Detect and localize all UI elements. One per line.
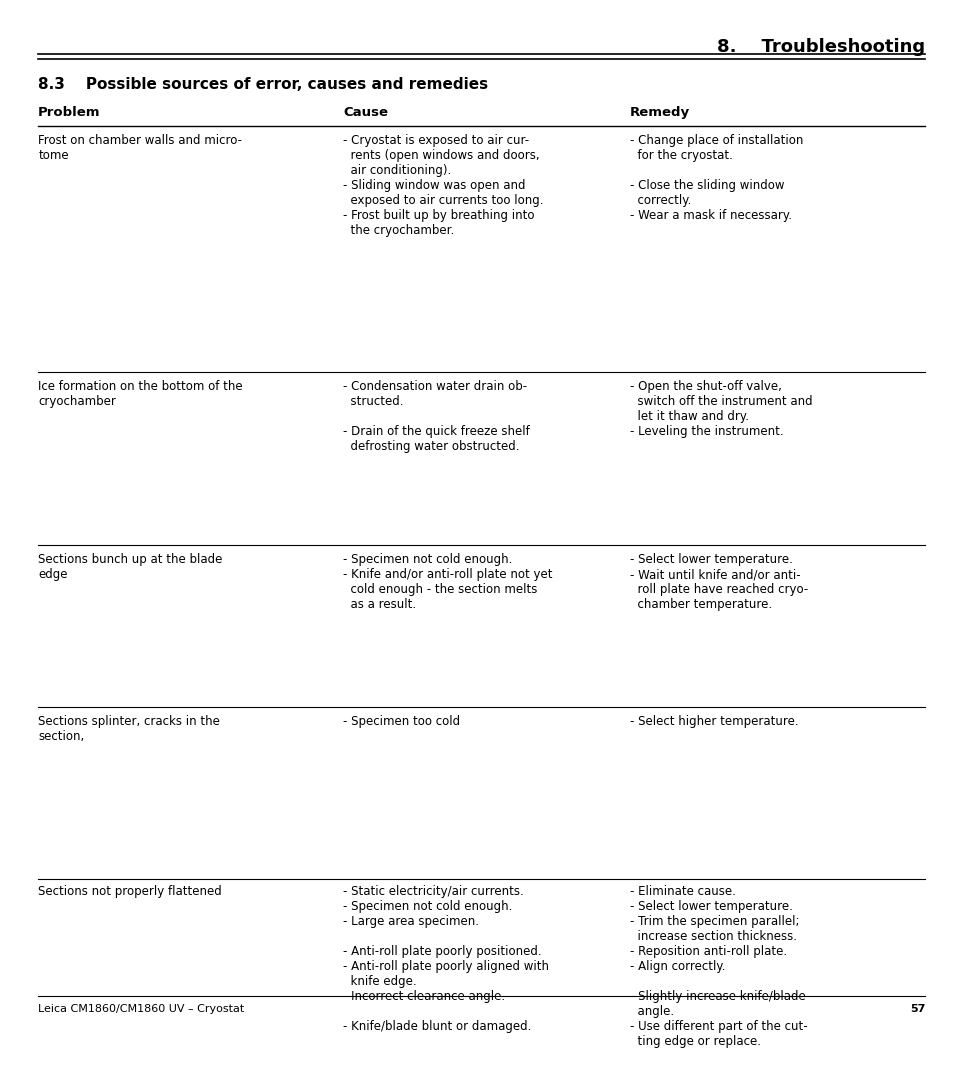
Text: Sections bunch up at the blade
edge: Sections bunch up at the blade edge <box>38 553 222 581</box>
Text: Frost on chamber walls and micro-
tome: Frost on chamber walls and micro- tome <box>38 134 242 162</box>
Text: - Specimen too cold: - Specimen too cold <box>343 715 460 728</box>
Text: - Condensation water drain ob-
  structed.

- Drain of the quick freeze shelf
  : - Condensation water drain ob- structed.… <box>343 380 530 453</box>
Text: - Select lower temperature.
- Wait until knife and/or anti-
  roll plate have re: - Select lower temperature. - Wait until… <box>629 553 807 611</box>
Text: Ice formation on the bottom of the
cryochamber: Ice formation on the bottom of the cryoc… <box>38 380 242 408</box>
Text: Remedy: Remedy <box>629 107 689 120</box>
Text: - Open the shut-off valve,
  switch off the instrument and
  let it thaw and dry: - Open the shut-off valve, switch off th… <box>629 380 811 437</box>
Text: - Eliminate cause.
- Select lower temperature.
- Trim the specimen parallel;
  i: - Eliminate cause. - Select lower temper… <box>629 885 806 1048</box>
Text: - Change place of installation
  for the cryostat.

- Close the sliding window
 : - Change place of installation for the c… <box>629 134 802 221</box>
Text: - Select higher temperature.: - Select higher temperature. <box>629 715 798 728</box>
Text: 57: 57 <box>909 1003 924 1014</box>
Text: Sections splinter, cracks in the
section,: Sections splinter, cracks in the section… <box>38 715 220 743</box>
Text: 8.3    Possible sources of error, causes and remedies: 8.3 Possible sources of error, causes an… <box>38 77 488 92</box>
Text: - Specimen not cold enough.
- Knife and/or anti-roll plate not yet
  cold enough: - Specimen not cold enough. - Knife and/… <box>343 553 553 611</box>
Text: Leica CM1860/CM1860 UV – Cryostat: Leica CM1860/CM1860 UV – Cryostat <box>38 1003 244 1014</box>
Text: Sections not properly flattened: Sections not properly flattened <box>38 885 222 897</box>
Text: - Static electricity/air currents.
- Specimen not cold enough.
- Large area spec: - Static electricity/air currents. - Spe… <box>343 885 549 1032</box>
Text: Problem: Problem <box>38 107 101 120</box>
Text: - Cryostat is exposed to air cur-
  rents (open windows and doors,
  air conditi: - Cryostat is exposed to air cur- rents … <box>343 134 543 237</box>
Text: Cause: Cause <box>343 107 388 120</box>
Text: 8.    Troubleshooting: 8. Troubleshooting <box>717 38 924 55</box>
